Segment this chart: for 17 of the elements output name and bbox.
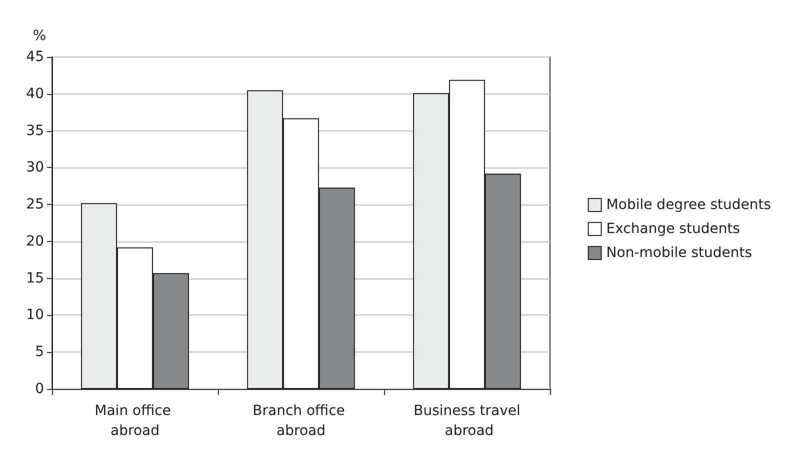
legend-label: Mobile degree students bbox=[606, 197, 772, 213]
y-tick-label: 5 bbox=[35, 344, 44, 360]
x-tick-label: Branch office abroad bbox=[252, 403, 350, 439]
legend-label: Exchange students bbox=[606, 221, 740, 237]
y-tick-label: 20 bbox=[26, 233, 44, 250]
y-tick-label: 0 bbox=[35, 381, 44, 397]
y-tick-label: 25 bbox=[26, 196, 44, 213]
y-tick-label: 10 bbox=[26, 307, 44, 324]
y-tick-label: 45 bbox=[26, 49, 44, 65]
legend-label: Non-mobile students bbox=[606, 245, 752, 261]
y-tick-label: 40 bbox=[26, 86, 44, 102]
y-tick-label: 15 bbox=[26, 270, 44, 286]
y-axis-title: % bbox=[32, 28, 46, 44]
x-tick-label: Business travel abroad bbox=[414, 403, 520, 439]
y-tick-label: 35 bbox=[26, 122, 44, 139]
y-tick-label: 30 bbox=[26, 160, 44, 176]
x-tick-label: Main office abroad bbox=[94, 403, 176, 439]
